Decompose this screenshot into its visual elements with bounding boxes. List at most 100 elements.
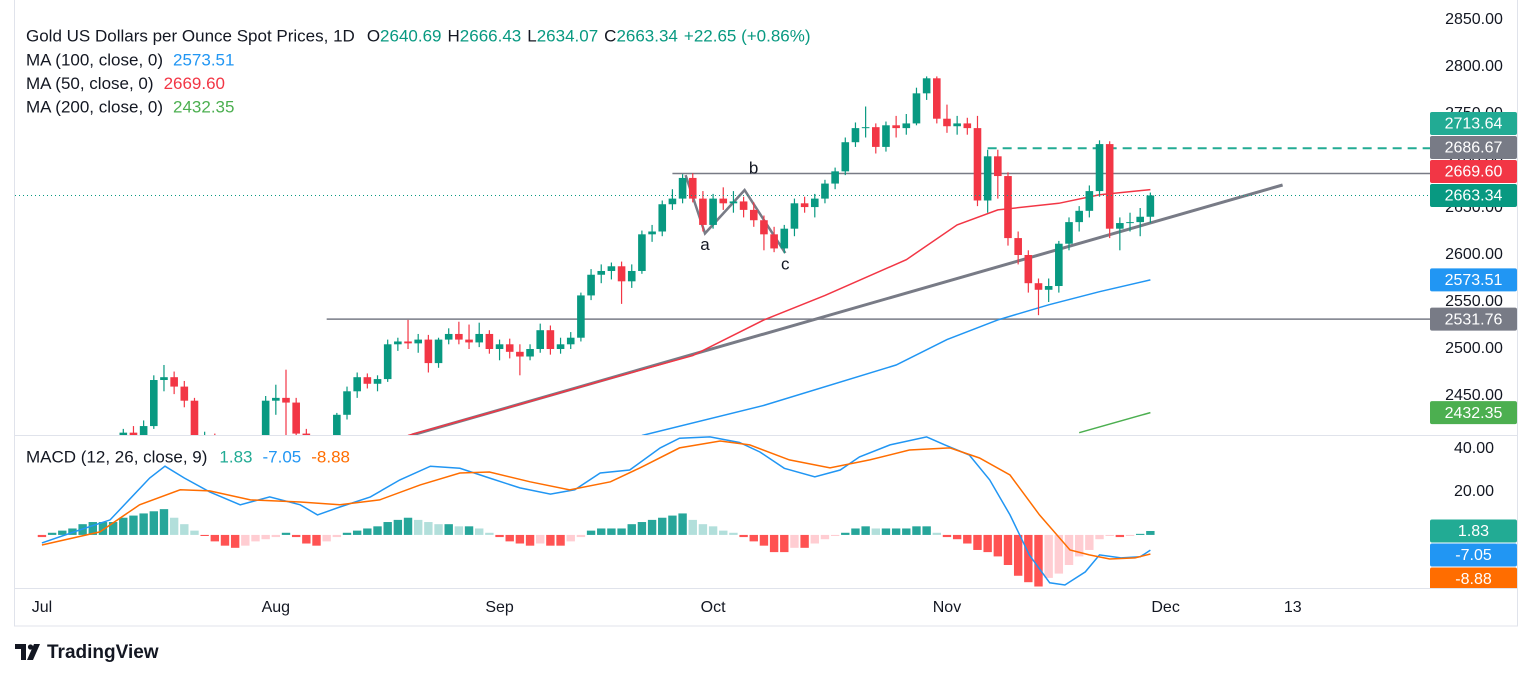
histogram-bar [922,526,931,535]
ohlc-label: L [527,26,536,45]
candle-body [688,177,697,199]
price-tag [1430,567,1517,588]
histogram-bar [302,534,311,544]
candle-body [1024,255,1033,284]
y-tick-label: 2450.00 [1445,387,1503,404]
histogram-bar [424,522,433,535]
histogram-bar [932,532,942,535]
price-tag-label: 2669.60 [1445,164,1503,181]
candle-body [587,274,595,296]
x-tick-label: Dec [1151,599,1179,616]
histogram-bar [637,522,647,535]
histogram-bar [1013,534,1023,576]
candle-body [516,351,524,357]
candle-body [617,266,626,282]
histogram-bar [312,534,321,546]
candle-body [434,339,443,364]
ohlc-label: H [448,26,460,45]
candle-body [79,483,87,484]
histogram-bar [393,519,403,535]
histogram-bar [556,534,565,546]
histogram-bar [291,534,301,538]
candle-body [861,127,870,129]
histogram-bar [485,532,494,535]
histogram-bar [993,534,1003,557]
macd-tags: 1.83 -7.05 -8.88 [1430,519,1517,588]
y-tick-label: 2600.00 [1445,246,1503,263]
price-pane: a b c [15,76,1430,512]
legend-value: -8.88 [311,447,350,466]
ohlc-value: 2666.43 [460,26,521,45]
candle-body [709,198,717,225]
candle-body [851,128,860,143]
candle-body [953,123,961,127]
histogram-bar [1146,530,1155,535]
histogram-bar [1085,534,1094,550]
histogram-bar [403,517,413,535]
price-tag-label: 2531.76 [1445,311,1503,328]
histogram-bar [210,534,220,542]
histogram-bar [413,519,423,535]
candle-body [566,337,575,345]
histogram-bar [251,534,260,542]
histogram-bar [139,513,148,535]
candle-body [800,203,809,208]
price-tag [1430,159,1517,183]
candle-body [465,339,473,343]
histogram-bar [739,534,748,538]
histogram-bar [373,526,382,535]
candle-body [790,203,799,229]
histogram-bar [769,534,779,553]
histogram-bar [495,534,504,538]
candle-body [546,330,555,349]
x-tick-label: Aug [262,599,290,616]
histogram-bar [200,534,209,536]
histogram-bar [952,534,962,540]
candle-body [526,348,534,357]
price-tag [1430,543,1517,567]
histogram-bar [881,528,891,535]
histogram-bar [230,534,240,548]
candle-body [882,125,890,147]
brand: TradingView [47,642,159,663]
price-tag-label: 2686.67 [1445,140,1503,157]
histogram-bar [322,534,331,542]
candle-body [1075,210,1083,223]
candle-body [678,177,687,199]
candle-body [485,333,494,349]
histogram-bar [1024,534,1033,583]
histogram-bar [47,532,57,535]
histogram-bar [830,534,840,536]
legend-value: -7.05 [263,447,302,466]
pattern-label: c [781,255,790,274]
y-tick-label: 2500.00 [1445,340,1503,357]
pattern-label: b [749,159,758,178]
candle-body [627,270,636,282]
candle-body [1095,144,1104,192]
histogram-bar [851,528,860,535]
candle-body [129,432,138,435]
candle-body [922,78,931,94]
candle-body [69,484,77,508]
candle-body [170,377,178,387]
candle-body [211,438,219,447]
histogram-bar [983,534,992,553]
candle-body [648,231,656,235]
candle-body [536,330,545,349]
histogram-bar [180,524,189,535]
ohlc-value: 2634.07 [537,26,598,45]
histogram-bar [617,528,626,535]
candle-body [38,509,46,512]
frame [14,0,1518,627]
histogram-bar [454,526,464,535]
candle-body [729,201,738,204]
change: +22.65 (+0.86%) [684,26,811,45]
pattern-label: a [700,235,710,254]
ohlc-value: 2663.34 [616,26,677,45]
candle-body [292,402,300,434]
price-tag [1430,268,1517,292]
candle-body [749,209,758,221]
candle-body [139,426,148,435]
candle-body [343,391,351,415]
